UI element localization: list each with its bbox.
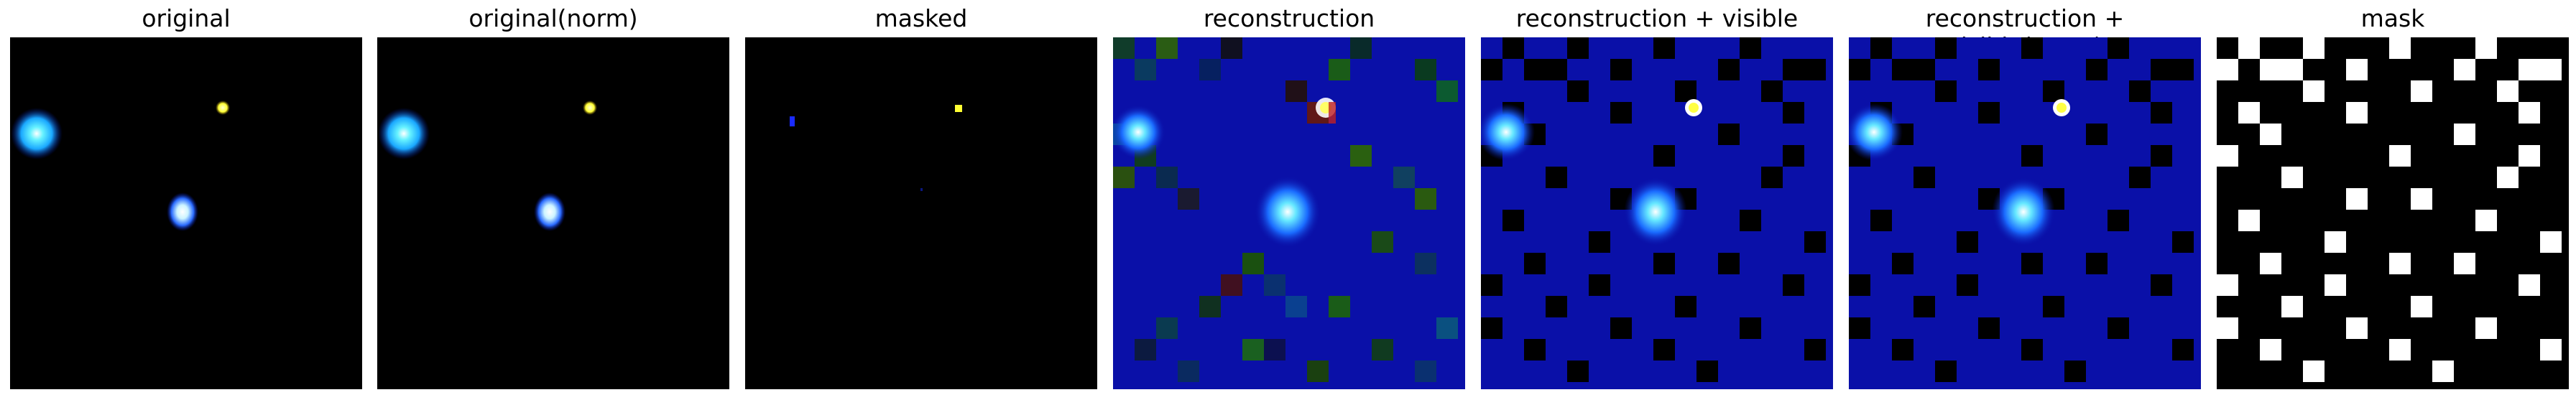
panel-mask: mask (2217, 0, 2569, 400)
original-image (10, 37, 362, 389)
panel-original-norm: original(norm) (377, 0, 729, 400)
panel-title: reconstruction (1203, 4, 1375, 32)
mask-image (2217, 37, 2569, 389)
panel-reconstruction: reconstruction (1113, 0, 1465, 400)
panel-title: original(norm) (468, 4, 638, 32)
masked-image (745, 37, 1097, 389)
panel-title: mask (2360, 4, 2425, 32)
panel-title: original (142, 4, 231, 32)
panel-recon-visible: reconstruction + visible (1481, 0, 1833, 400)
panel-recon-visible-norm: reconstruction + visible(norm) (1849, 0, 2201, 400)
original-norm-image (377, 37, 729, 389)
reconstruction-image (1113, 37, 1465, 389)
recon-visible-norm-image (1849, 37, 2201, 389)
panel-original: original (10, 0, 362, 400)
panel-title: masked (874, 4, 968, 32)
recon-visible-image (1481, 37, 1833, 389)
panel-title: reconstruction + visible (1515, 4, 1799, 32)
panel-masked: masked (745, 0, 1097, 400)
